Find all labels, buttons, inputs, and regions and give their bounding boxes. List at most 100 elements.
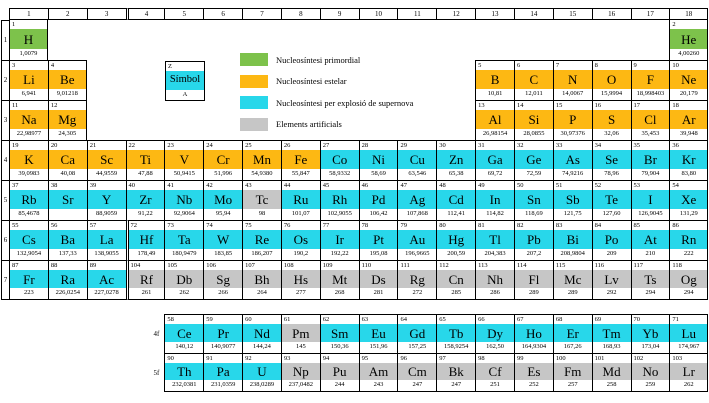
element-Dy: 66 Dy 162,50 [475,314,514,353]
period-label-3: 3 [1,100,9,140]
atomic-number: 4 [50,62,55,69]
element-Kr: 36 Kr 83,80 [669,140,709,180]
element-symbol: Ra [48,270,87,288]
atomic-number: 88 [50,262,58,269]
element-Sn: 50 Sn 118,69 [513,180,553,220]
atomic-number: 82 [516,222,524,229]
atomic-mass: 196,9665 [405,250,430,257]
atomic-number: 19 [12,142,19,149]
element-symbol: Os [281,230,320,249]
period-label-1: 1 [1,20,9,60]
atomic-number: 101 [594,355,605,362]
atomic-mass: 294 [645,289,656,296]
atomic-mass: 47,88 [138,170,153,177]
atomic-number: 72 [130,222,138,229]
element-symbol: Sc [87,150,126,169]
element-symbol: Db [165,270,204,288]
element-Ts: 117 Ts 294 [630,260,670,300]
element-Hf: 72 Hf 178,49 [125,220,165,260]
element-symbol: Rh [320,190,359,209]
element-symbol: B [476,70,514,89]
atomic-mass: 95,94 [215,210,231,217]
element-symbol: Mt [320,270,359,288]
element-symbol: Pr [204,324,243,342]
element-symbol: Br [631,150,670,169]
element-K: 19 K 39,0983 [9,140,48,180]
atomic-number: 74 [206,222,213,229]
element-symbol: Yb [631,324,670,342]
atomic-number: 26 [283,142,291,149]
atomic-number: 16 [594,102,602,109]
atomic-mass: 30,97376 [560,130,585,137]
atomic-number: 46 [361,182,369,189]
element-Mc: 115 Mc 289 [552,260,592,300]
atomic-mass: 289 [567,289,578,296]
atomic-mass: 20,179 [679,90,698,97]
atomic-mass: 107,868 [406,210,428,217]
atomic-number: 13 [478,102,485,109]
atomic-mass: 126,9045 [638,210,663,217]
atomic-mass: 244 [334,381,345,388]
legend-item-supernova: Nucleosíntesi per explosió de supernova [240,92,413,114]
atomic-number: 51 [555,182,563,189]
atomic-number: 115 [555,262,566,269]
element-symbol: Xe [670,190,708,209]
atomic-mass: 140,12 [175,343,194,350]
atomic-mass: 168,93 [602,343,621,350]
atomic-mass: 180,9479 [172,250,197,257]
atomic-mass: 237,0482 [288,381,314,388]
atomic-number: 108 [283,262,294,269]
element-symbol: Ca [48,150,87,169]
atomic-number: 100 [555,355,566,362]
atomic-number: 21 [89,142,97,149]
element-Ca: 20 Ca 40,08 [47,140,87,180]
element-Ag: 47 Ag 107,868 [397,180,437,220]
element-symbol: Sg [204,270,243,288]
atomic-mass: 183,85 [214,250,233,257]
atomic-number: 62 [322,316,330,323]
atomic-mass: 247 [451,381,462,388]
atomic-number: 60 [245,316,252,323]
element-symbol: Po [592,230,631,249]
atomic-mass: 106,42 [369,210,388,217]
atomic-number: 118 [672,262,682,269]
atomic-number: 2 [672,21,676,28]
atomic-mass: 78,96 [604,170,619,177]
element-symbol: Hs [281,270,320,288]
atomic-number: 105 [167,262,178,269]
atomic-mass: 207,2 [526,250,542,257]
element-symbol: Sr [48,190,87,209]
element-P: 15 P 30,97376 [552,100,592,140]
atomic-number: 52 [594,182,602,189]
element-symbol: Fr [10,270,48,288]
element-Cl: 17 Cl 35,453 [630,100,670,140]
atomic-mass: 92,9064 [173,210,195,217]
atomic-number: 68 [555,316,563,323]
atomic-mass: 137,33 [58,250,77,257]
symbol-key-z: Z [168,63,172,70]
atomic-mass: 286 [490,289,500,296]
atomic-number: 93 [283,355,291,362]
element-Te: 52 Te 127,60 [591,180,631,220]
atomic-number: 71 [672,316,679,323]
element-Eu: 63 Eu 151,96 [358,314,398,353]
element-Ta: 73 Ta 180,9479 [164,220,204,260]
atomic-number: 81 [478,222,485,229]
atomic-mass: 12,011 [525,90,543,97]
element-Hs: 108 Hs 277 [280,260,320,300]
atomic-number: 53 [633,182,641,189]
atomic-mass: 114,82 [486,210,504,217]
element-Li: 3 Li 6,941 [9,60,48,100]
atomic-number: 89 [89,262,97,269]
atomic-number: 86 [672,222,679,229]
atomic-mass: 9,01218 [56,90,78,97]
atomic-mass: 39,0983 [18,170,40,177]
element-symbol: Lv [592,270,631,288]
element-symbol: Al [476,110,514,129]
element-Cu: 29 Cu 63,546 [397,140,437,180]
element-Rg: 111 Rg 272 [397,260,437,300]
element-B: 5 B 10,81 [475,60,514,100]
element-symbol: Bi [553,230,592,249]
group-header-2: 2 [47,8,87,20]
atomic-number: 70 [633,316,641,323]
